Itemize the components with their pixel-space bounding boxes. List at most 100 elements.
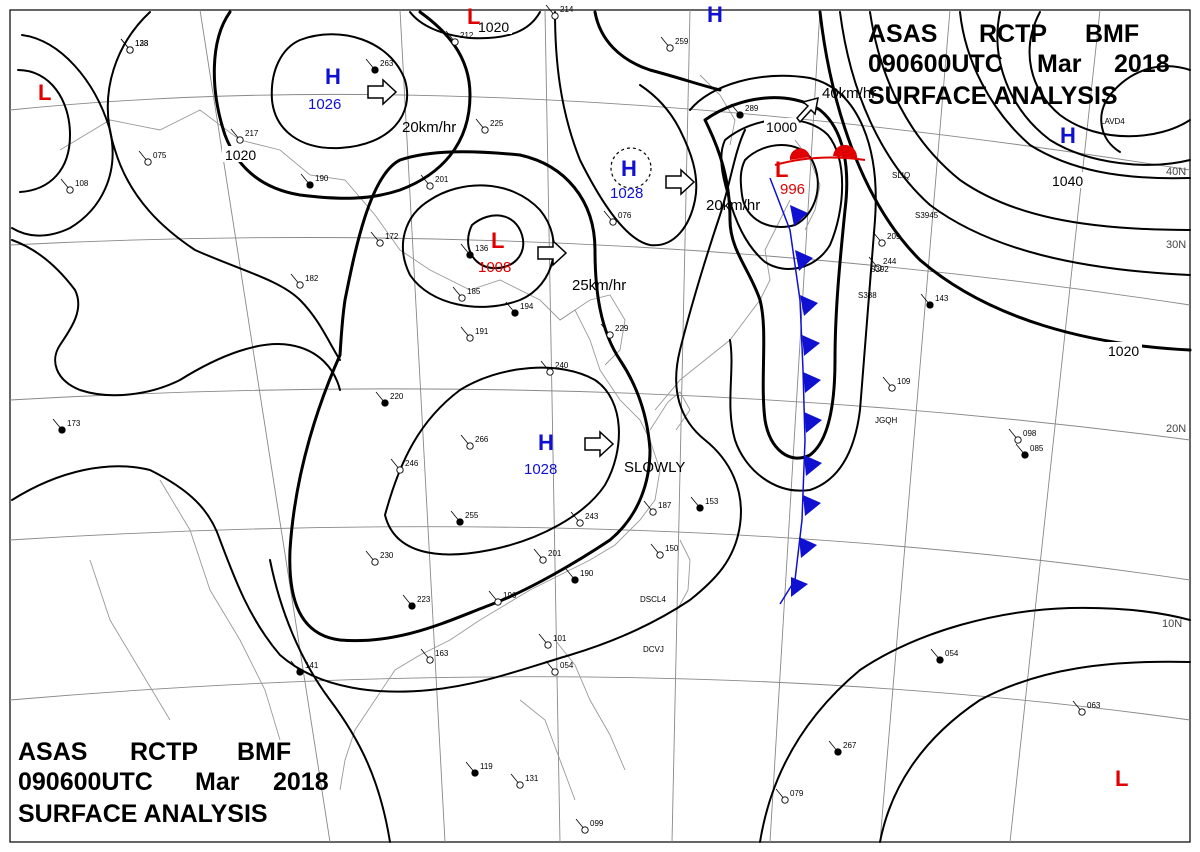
station-pressure: 109 xyxy=(897,377,911,386)
station-plot: 075 xyxy=(138,150,167,166)
isobar xyxy=(739,144,819,228)
station-plot: 223 xyxy=(402,594,431,610)
station-circle xyxy=(781,796,789,804)
station-pressure: 173 xyxy=(67,419,81,428)
cold-front-triangle xyxy=(803,495,821,516)
movement-label: SLOWLY xyxy=(624,459,685,476)
low-center: L xyxy=(38,80,51,105)
station-circle xyxy=(296,668,304,676)
station-plot: 194 xyxy=(505,301,534,317)
latitude-label: 10N xyxy=(1162,618,1182,630)
header-bottom-left: ASAS RCTP BMF 090600UTC Mar 2018 SURFACE… xyxy=(18,738,329,828)
station-circle xyxy=(878,239,886,247)
isobar-label-bg xyxy=(764,118,800,134)
station-pressure: 266 xyxy=(475,435,489,444)
station-circle xyxy=(546,368,554,376)
station-circle xyxy=(1014,436,1022,444)
isobar-label-bg xyxy=(476,18,512,34)
movement-label: 40km/hr xyxy=(822,85,876,102)
high-center: H xyxy=(538,430,554,455)
station-pressure: 163 xyxy=(435,649,449,658)
station-pressure: 243 xyxy=(585,512,599,521)
station-pressure: 054 xyxy=(560,661,574,670)
station-plot: 098 xyxy=(1008,428,1037,444)
isobar xyxy=(11,34,114,237)
station-pressure: 131 xyxy=(525,774,539,783)
isobar xyxy=(212,10,472,200)
station-plot: 225 xyxy=(475,118,504,134)
station-plot: 246 xyxy=(390,458,419,474)
cold-front-triangle xyxy=(790,205,808,226)
station-pressure: 128 xyxy=(135,39,149,48)
station-pressure: 212 xyxy=(460,31,474,40)
station-plot: 244 xyxy=(868,256,897,272)
isobar xyxy=(869,11,1191,231)
station-circle xyxy=(471,769,479,777)
cold-front-triangle xyxy=(800,295,818,316)
header-title: SURFACE ANALYSIS xyxy=(18,800,268,828)
station-pressure: 267 xyxy=(843,741,857,750)
station-plot: 136 xyxy=(460,243,489,259)
isobar xyxy=(554,11,698,247)
warm-front-semicircle xyxy=(833,144,858,158)
station-pressure: 223 xyxy=(417,595,431,604)
low-pressure-value: 996 xyxy=(780,181,805,198)
header-month: Mar xyxy=(1037,50,1082,78)
station-plot: 267 xyxy=(828,740,857,756)
isobar xyxy=(11,129,746,693)
low-center: L xyxy=(491,228,504,253)
station-circle xyxy=(609,218,617,226)
header-time: 090600UTC xyxy=(18,768,153,796)
station-plot: 209 xyxy=(872,231,901,247)
high-center-circle xyxy=(610,147,652,189)
station-pressure: 108 xyxy=(75,179,89,188)
movement-arrows xyxy=(367,78,819,458)
isobar xyxy=(384,366,620,556)
station-pressure: 150 xyxy=(665,544,679,553)
station-pressure: 119 xyxy=(480,762,493,771)
isobar xyxy=(269,559,391,843)
station-circle xyxy=(371,66,379,74)
station-id: JGQH xyxy=(875,416,897,425)
high-pressure-value: 1028 xyxy=(610,185,643,202)
header-code: BMF xyxy=(1085,20,1139,48)
station-pressure: 063 xyxy=(1087,701,1101,710)
station-plot: 109 xyxy=(882,376,911,392)
station-pressure: 141 xyxy=(305,661,319,670)
station-plot: 079 xyxy=(775,788,804,804)
station-circle xyxy=(1021,451,1029,459)
station-circle xyxy=(296,281,304,289)
movement-arrow xyxy=(537,239,568,267)
pressure-systems: L H 1026 L H L 1008 H 1028 L 996 H H 102… xyxy=(38,2,1128,791)
isobar xyxy=(703,96,849,460)
station-plot: 108 xyxy=(60,178,89,194)
station-plot: 063 xyxy=(1072,700,1101,716)
movement-label: 25km/hr xyxy=(572,277,626,294)
station-pressure: 201 xyxy=(548,549,562,558)
station-pressure: 079 xyxy=(790,789,804,798)
station-circle xyxy=(66,186,74,194)
station-plot: 085 xyxy=(1015,443,1044,459)
station-circle xyxy=(656,551,664,559)
header-center: RCTP xyxy=(130,738,198,766)
station-plot: 172 xyxy=(370,231,399,247)
station-circle xyxy=(1078,708,1086,716)
isobar xyxy=(996,11,1191,166)
station-pressure: 085 xyxy=(1030,444,1044,453)
station-plot: 191 xyxy=(460,326,489,342)
station-plot: 182 xyxy=(290,273,319,289)
station-circle xyxy=(58,426,66,434)
station-pressure: 143 xyxy=(935,294,949,303)
station-plot: 214 xyxy=(545,4,574,20)
high-center: H xyxy=(1060,123,1076,148)
station-pressure: 240 xyxy=(555,361,569,370)
station-circle xyxy=(494,598,502,606)
station-pressure: 099 xyxy=(590,819,604,828)
high-center: H xyxy=(621,156,637,181)
map-border xyxy=(9,9,1191,843)
station-plot: 212 xyxy=(445,30,474,46)
station-plot: 263 xyxy=(365,58,394,74)
isobar xyxy=(11,239,341,397)
station-pressure: 133 xyxy=(135,39,149,48)
